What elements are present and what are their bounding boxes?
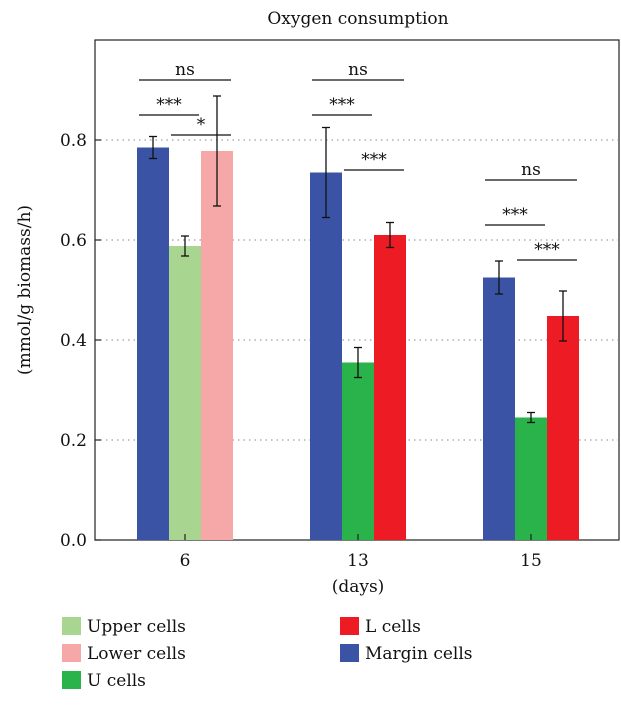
y-tick-label: 0.8 [60, 131, 87, 151]
significance-label: ns [521, 160, 541, 180]
x-tick-label: 6 [180, 551, 191, 571]
bar [169, 246, 201, 540]
bar [515, 417, 547, 540]
legend-swatch [340, 644, 359, 662]
bar [483, 277, 515, 540]
legend-label: U cells [87, 671, 146, 691]
y-tick-label: 0.6 [60, 231, 87, 251]
legend: Upper cells L cells Lower cells Margin cell… [62, 617, 473, 691]
significance-label: *** [502, 205, 528, 225]
y-tick-label: 0.2 [60, 431, 87, 451]
legend-swatch [62, 617, 81, 635]
significance-label: *** [156, 95, 182, 115]
significance-label: *** [329, 95, 355, 115]
x-tick-label: 13 [347, 551, 369, 571]
bars [137, 147, 579, 540]
bar [342, 362, 374, 540]
y-tick-label: 0.4 [60, 331, 87, 351]
bar [374, 235, 406, 540]
legend-label: L cells [365, 617, 421, 637]
y-tick-label: 0.0 [60, 531, 87, 551]
bar [201, 151, 233, 540]
x-axis: 6 13 15 [180, 534, 542, 571]
legend-swatch [340, 617, 359, 635]
significance-label: *** [361, 150, 387, 170]
bar [310, 172, 342, 540]
legend-label: Lower cells [87, 644, 186, 664]
error-bars [149, 95, 567, 424]
x-tick-label: 15 [520, 551, 542, 571]
y-axis-label: (mmol/g biomass/h) [15, 205, 35, 375]
legend-swatch [62, 644, 81, 662]
significance-label: *** [534, 240, 560, 260]
significance-label: ns [175, 60, 195, 80]
legend-swatch [62, 671, 81, 689]
chart-title: Oxygen consumption [267, 9, 448, 29]
significance-label: ns [348, 60, 368, 80]
bar [137, 147, 169, 540]
significance-label: * [197, 115, 206, 135]
significance-annotations: ns****ns****** ns****** [139, 60, 577, 261]
legend-label: Upper cells [87, 617, 186, 637]
legend-label: Margin cells [365, 644, 473, 664]
x-axis-label: (days) [332, 577, 385, 597]
y-axis: 0.0 0.2 0.4 0.6 0.8 [60, 131, 101, 551]
bar [547, 316, 579, 540]
